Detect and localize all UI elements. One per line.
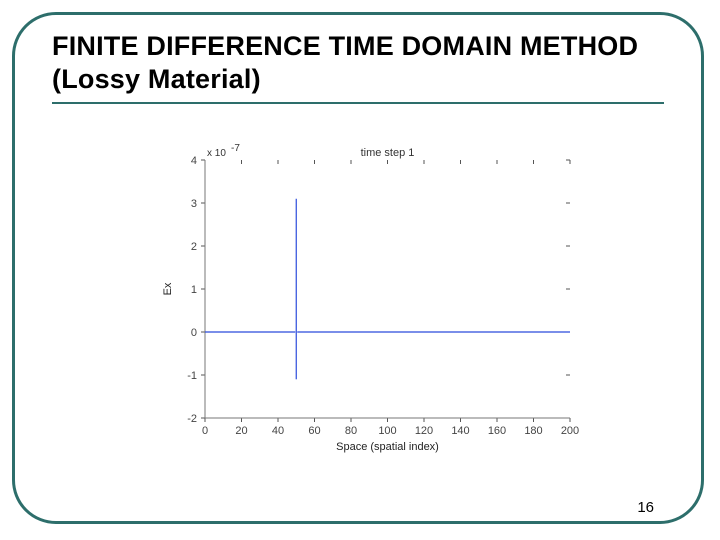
page-number: 16 <box>637 499 654 516</box>
svg-text:-7: -7 <box>231 143 240 154</box>
svg-text:0: 0 <box>191 327 197 339</box>
svg-text:-2: -2 <box>187 413 197 425</box>
svg-text:Space (spatial index): Space (spatial index) <box>336 441 439 453</box>
svg-text:Ex: Ex <box>162 282 174 295</box>
svg-text:180: 180 <box>524 425 542 437</box>
svg-text:20: 20 <box>235 425 247 437</box>
svg-text:1: 1 <box>191 284 197 296</box>
svg-text:120: 120 <box>415 425 433 437</box>
svg-text:3: 3 <box>191 198 197 210</box>
svg-text:-1: -1 <box>187 370 197 382</box>
svg-text:60: 60 <box>308 425 320 437</box>
title-rule <box>52 102 664 104</box>
svg-text:4: 4 <box>191 155 197 167</box>
chart-container: -2-101234020406080100120140160180200ExSp… <box>150 140 580 460</box>
svg-text:200: 200 <box>561 425 579 437</box>
slide-title: FINITE DIFFERENCE TIME DOMAIN METHOD (Lo… <box>52 30 664 96</box>
svg-text:0: 0 <box>202 425 208 437</box>
svg-text:80: 80 <box>345 425 357 437</box>
title-block: FINITE DIFFERENCE TIME DOMAIN METHOD (Lo… <box>52 30 664 104</box>
svg-text:x 10: x 10 <box>207 148 226 159</box>
svg-text:100: 100 <box>378 425 396 437</box>
svg-text:140: 140 <box>451 425 469 437</box>
svg-text:time step 1: time step 1 <box>361 147 415 159</box>
svg-text:2: 2 <box>191 241 197 253</box>
svg-text:40: 40 <box>272 425 284 437</box>
svg-text:160: 160 <box>488 425 506 437</box>
line-chart: -2-101234020406080100120140160180200ExSp… <box>150 140 580 460</box>
